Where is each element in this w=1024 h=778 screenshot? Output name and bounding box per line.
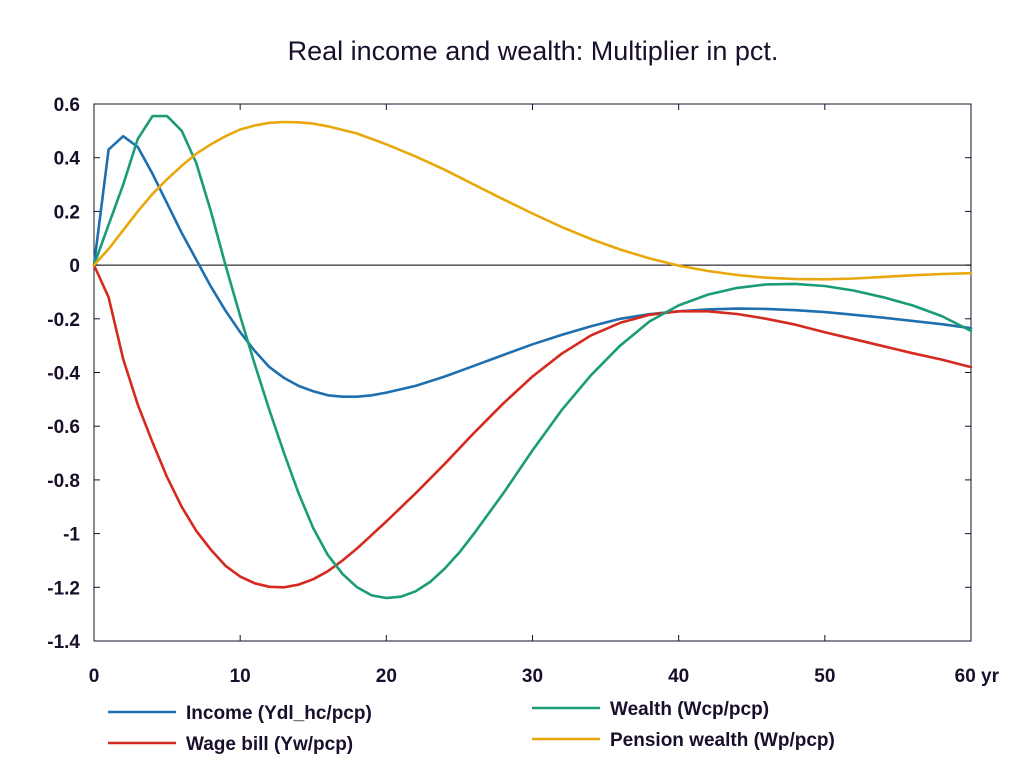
x-tick-label: 10	[230, 666, 251, 687]
legend-label-0: Income (Ydl_hc/pcp)	[186, 703, 372, 724]
x-tick-label: 20	[376, 666, 397, 687]
y-tick-label: -1	[63, 525, 80, 546]
x-tick-label: 40	[668, 666, 689, 687]
series-line-1	[92, 263, 973, 589]
legend: Income (Ydl_hc/pcp) Wage bill (Yw/pcp) Wea…	[108, 699, 835, 755]
y-tick-label: -1.2	[47, 578, 80, 599]
y-tick-label: -0.6	[47, 417, 80, 438]
series-line-3	[92, 120, 973, 281]
legend-label-3: Pension wealth (Wp/pcp)	[610, 730, 835, 751]
y-tick-label: -0.8	[47, 471, 80, 492]
legend-label-2: Wealth (Wcp/pcp)	[610, 699, 769, 720]
series-line-0	[92, 134, 973, 398]
series-line-2	[92, 114, 973, 600]
x-tick-label: 0	[89, 666, 100, 687]
y-tick-label: -1.4	[47, 632, 80, 653]
series-lines	[92, 114, 973, 600]
y-tick-label: -0.4	[47, 364, 80, 385]
y-tick-label: 0	[69, 256, 80, 277]
legend-label-1: Wage bill (Yw/pcp)	[186, 734, 353, 755]
chart-title: Real income and wealth: Multiplier in pc…	[288, 36, 779, 66]
x-tick-label: 30	[522, 666, 543, 687]
y-tick-label: 0.6	[54, 95, 80, 116]
x-tick-label: 50	[814, 666, 835, 687]
axis-ticks	[93, 103, 972, 642]
plot-frame	[93, 103, 972, 642]
y-tick-label: 0.2	[54, 202, 80, 223]
tick-labels: 0.6 0.4 0.2 0 -0.2 -0.4 -0.6 -0.8 -1 -1.2 -1.4 0 10 2…	[47, 95, 999, 687]
y-tick-label: -0.2	[47, 310, 80, 331]
y-tick-label: 0.4	[54, 149, 81, 170]
x-tick-label: 60 yr	[955, 666, 1000, 687]
